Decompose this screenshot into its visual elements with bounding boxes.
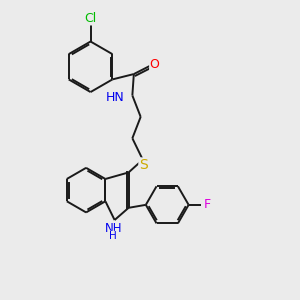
Text: HN: HN	[105, 91, 124, 104]
Text: S: S	[139, 158, 148, 172]
Text: NH: NH	[104, 222, 122, 235]
Text: F: F	[203, 198, 211, 211]
Text: H: H	[109, 231, 117, 241]
Text: O: O	[150, 58, 160, 71]
Text: Cl: Cl	[84, 12, 97, 25]
